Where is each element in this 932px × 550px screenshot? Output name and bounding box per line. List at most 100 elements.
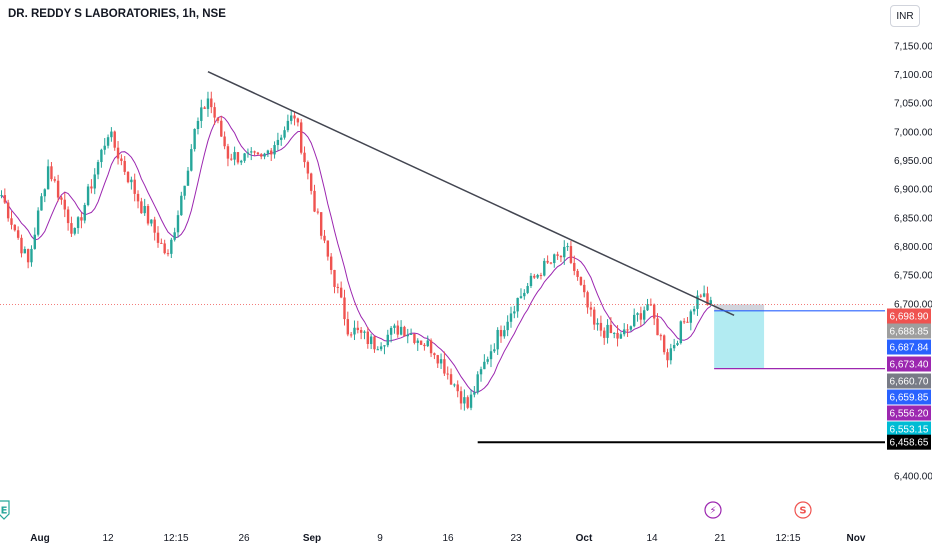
candle-body [626, 329, 629, 331]
candle-body [356, 327, 360, 331]
price-label-badge [887, 356, 931, 372]
candle-body [699, 295, 702, 297]
candle-body [190, 149, 193, 171]
y-tick-label: 6,900.00 [894, 185, 932, 196]
candle-body [563, 246, 566, 258]
candle-body [263, 153, 266, 157]
candle-body [300, 122, 303, 153]
candle-body [260, 154, 263, 157]
candle-body [163, 243, 166, 254]
candle-body [100, 149, 103, 163]
candle-body [376, 349, 379, 351]
candle-body [573, 262, 576, 271]
candle-body [366, 331, 369, 345]
candle-body [130, 179, 133, 183]
price-label-text: 6,698.90 [890, 312, 929, 323]
candle-body [166, 253, 170, 255]
candle-body [26, 249, 30, 263]
candle-body [0, 195, 3, 197]
candle-body [672, 345, 676, 349]
trendline [207, 71, 735, 316]
candle-body [36, 210, 40, 235]
candle-body [519, 296, 523, 298]
candle-body [569, 246, 573, 263]
x-tick-label: Sep [303, 533, 321, 544]
candle-body [369, 336, 373, 345]
candle-body [143, 206, 146, 214]
candle-body [399, 326, 403, 335]
price-label-badge [887, 339, 931, 355]
candle-body [76, 217, 80, 229]
candle-body [140, 201, 143, 214]
candle-body [133, 179, 136, 194]
candle-body [686, 321, 689, 323]
candle-body [316, 211, 320, 213]
candle-body [116, 147, 120, 159]
candle-body [210, 98, 213, 108]
candle-body [323, 235, 326, 241]
x-tick-label: 14 [646, 533, 658, 544]
candle-body [383, 345, 386, 347]
candle-body [180, 195, 183, 216]
candle-body [459, 391, 463, 404]
candle-body [553, 254, 556, 264]
candle-body [493, 349, 496, 352]
candle-body [682, 321, 686, 323]
candle-body [126, 171, 130, 183]
candle-body [593, 309, 596, 325]
candle-body [589, 307, 593, 310]
candle-body [266, 150, 270, 154]
y-tick-label: 6,400.00 [894, 471, 932, 482]
price-label-badge [887, 434, 931, 450]
candle-body [293, 115, 296, 119]
candle-body [409, 333, 413, 335]
candle-body [373, 336, 376, 350]
candle-body [423, 344, 426, 347]
candle-body [446, 373, 449, 375]
candle-body [466, 397, 469, 408]
candle-body [633, 314, 636, 327]
candle-body [652, 304, 656, 319]
candle-body [86, 186, 90, 206]
candle-body [623, 329, 626, 335]
price-label-text: 6,660.70 [890, 377, 929, 388]
candle-body [280, 137, 283, 140]
candle-body [546, 260, 549, 263]
candle-body [689, 311, 693, 323]
y-tick-label: 6,850.00 [894, 213, 932, 224]
candle-body [406, 334, 409, 337]
chart-title: DR. REDDY S LABORATORIES, 1h, NSE [8, 8, 226, 20]
candle-body [496, 329, 499, 350]
candle-body [473, 392, 476, 395]
candle-body [243, 153, 246, 161]
candle-body [226, 146, 230, 159]
candle-body [240, 160, 243, 163]
candle-body [220, 120, 223, 137]
price-label-text: 6,687.84 [890, 343, 929, 354]
candle-body [486, 359, 489, 362]
y-tick-label: 6,700.00 [894, 299, 932, 310]
candle-body [696, 295, 699, 309]
candle-body [213, 107, 216, 118]
currency-button[interactable]: INR [890, 5, 920, 27]
candle-body [469, 394, 473, 408]
candle-body [489, 351, 493, 360]
candle-body [483, 361, 486, 370]
target-zone [714, 310, 765, 369]
price-label-text: 6,458.65 [890, 438, 929, 449]
price-label-text: 6,688.85 [890, 327, 929, 338]
candle-body [136, 193, 140, 202]
candle-body [13, 224, 17, 231]
candle-body [96, 162, 100, 175]
candle-body [579, 276, 583, 285]
candle-body [306, 162, 310, 174]
candle-body [436, 355, 439, 364]
candle-body [43, 189, 46, 197]
candle-body [556, 254, 559, 256]
candle-body [606, 324, 609, 338]
x-tick-label: 16 [442, 533, 454, 544]
candle-body [603, 330, 606, 338]
candle-body [599, 322, 603, 331]
candle-body [290, 115, 293, 121]
